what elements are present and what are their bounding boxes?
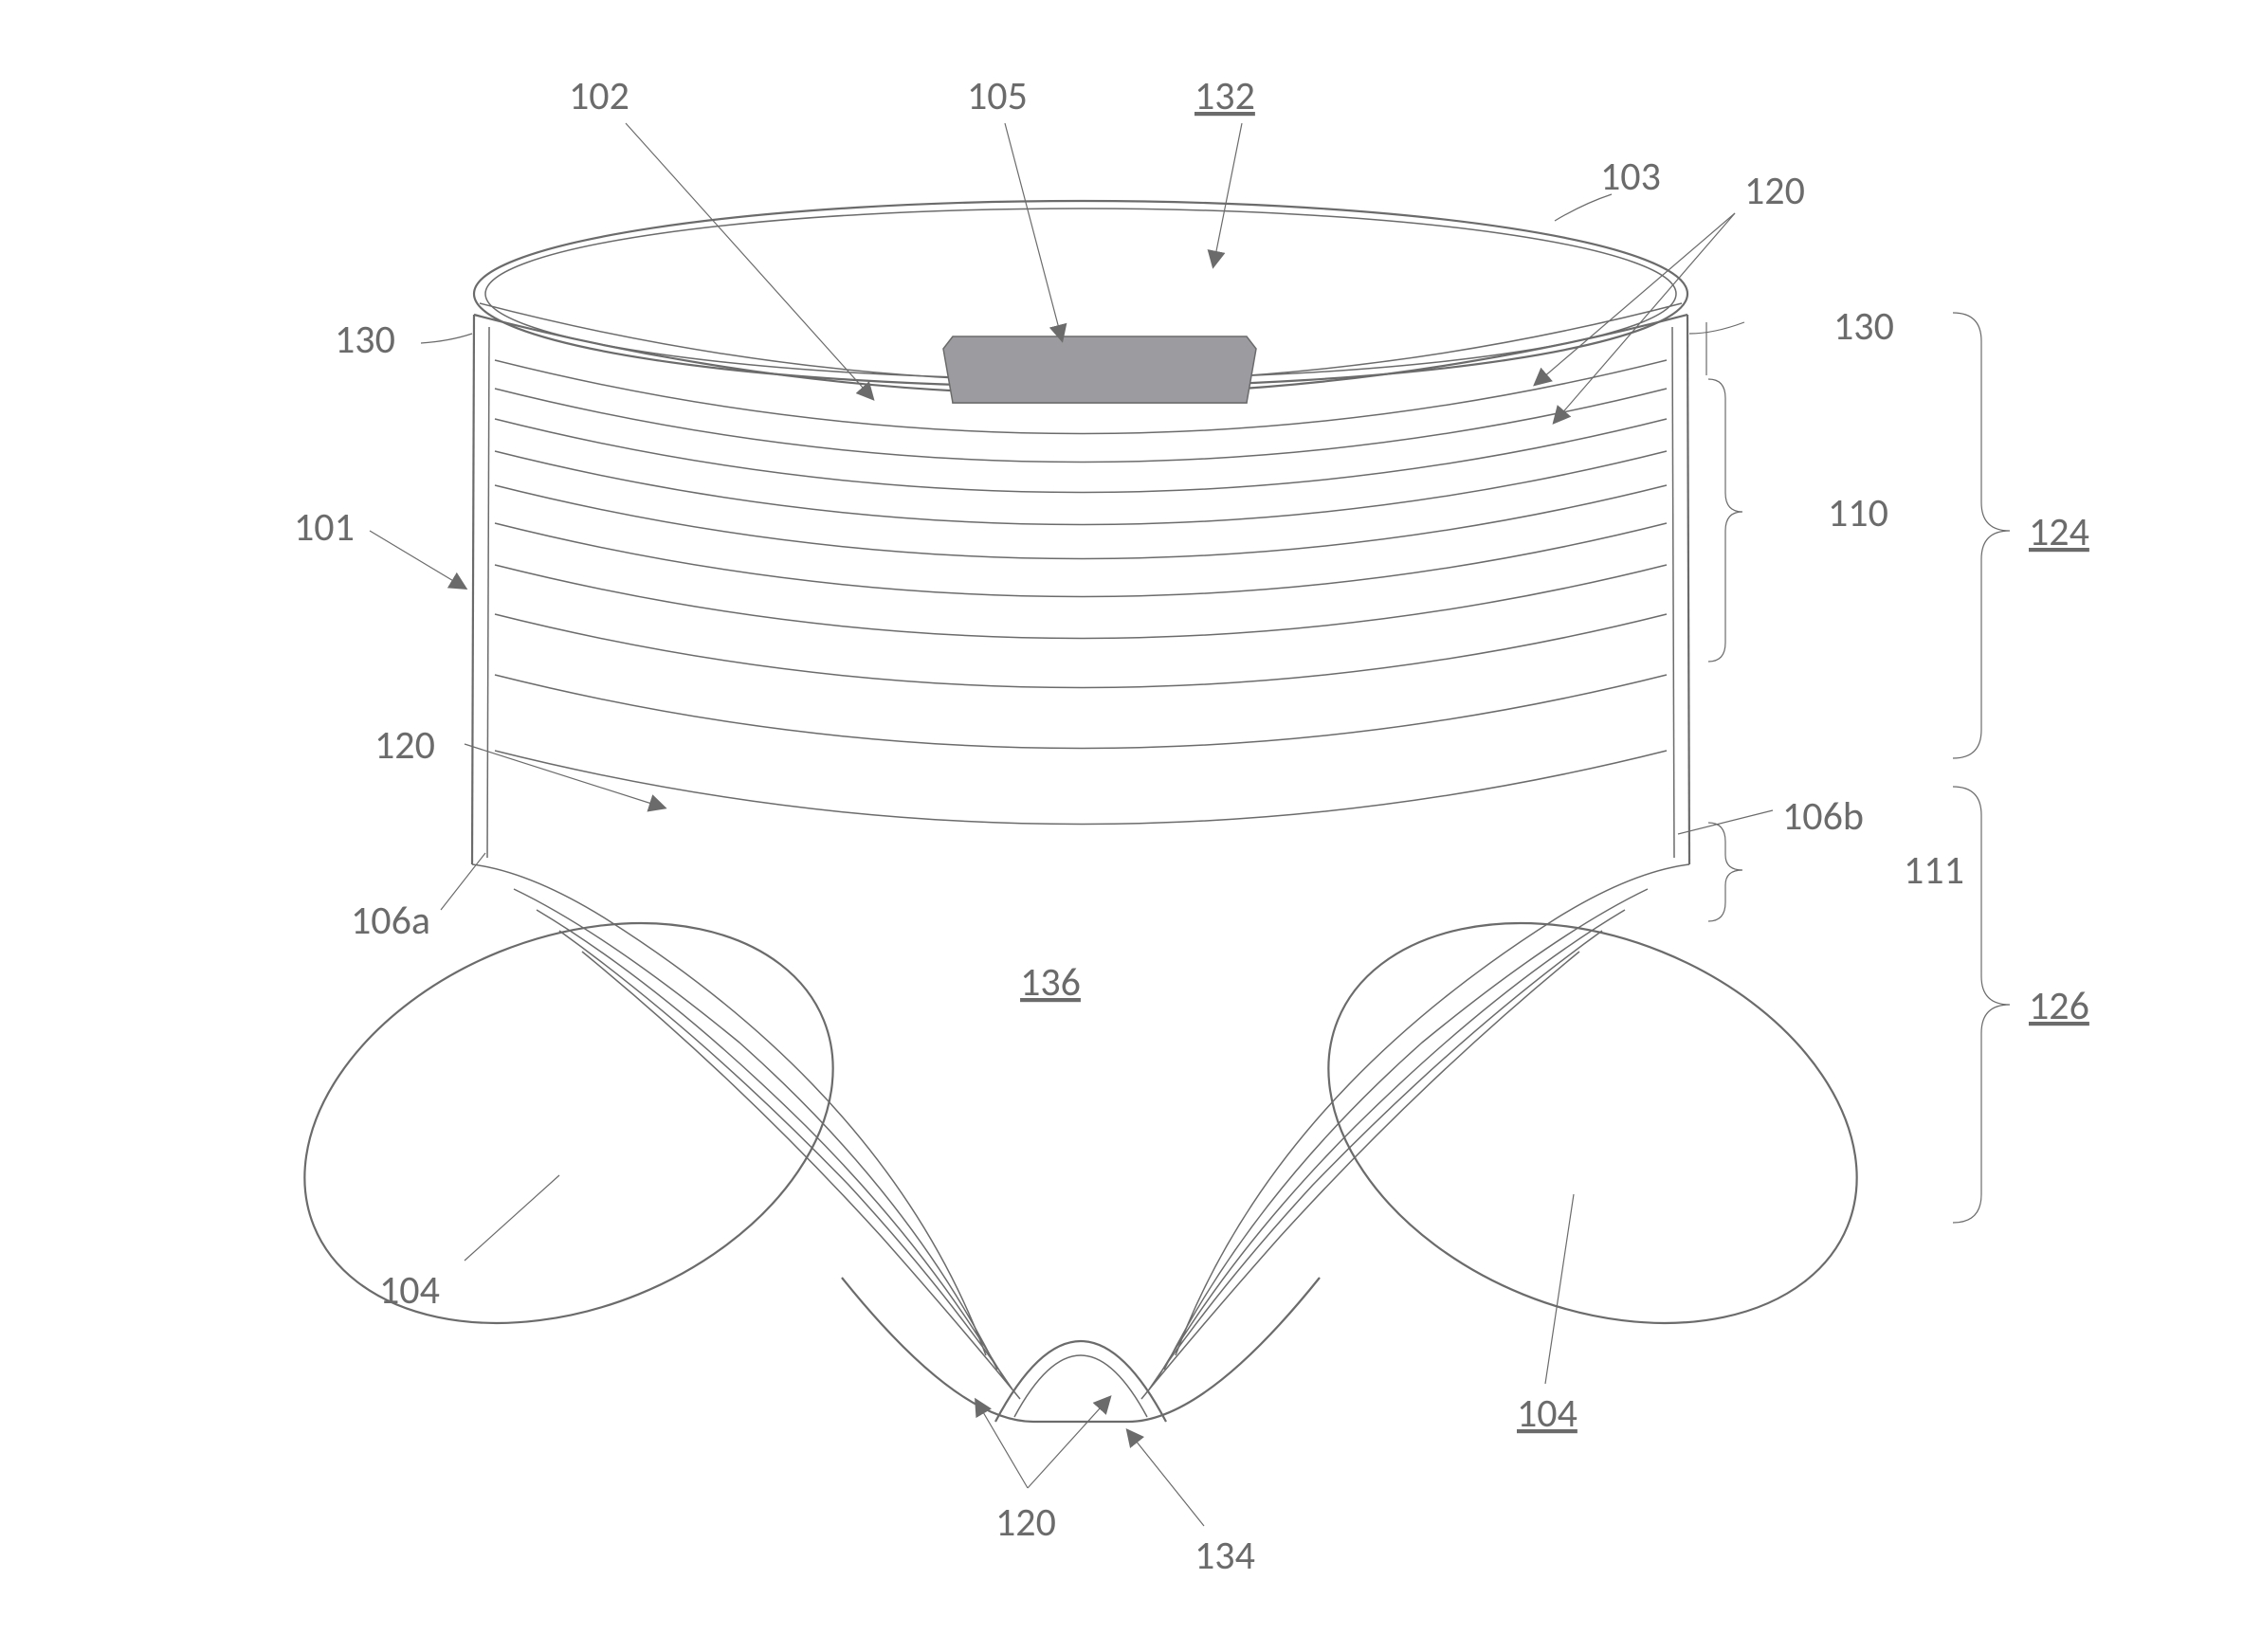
label-120-tr: 120 (1744, 167, 1805, 215)
label-106b: 106b (1782, 792, 1864, 841)
tab-105 (943, 336, 1256, 403)
label-104-r: 104 (1517, 1389, 1577, 1438)
label-106a: 106a (351, 897, 430, 945)
leg-opening-right (1141, 849, 1917, 1399)
label-102: 102 (569, 72, 629, 120)
label-134: 134 (1194, 1532, 1255, 1580)
label-130-l: 130 (335, 316, 395, 364)
label-110: 110 (1828, 489, 1888, 537)
patent-figure: 102 105 132 103 120 130 130 101 110 124 … (0, 0, 2243, 1652)
garment (245, 201, 1917, 1422)
label-104-l: 104 (379, 1266, 440, 1315)
label-130-r: 130 (1833, 302, 1894, 351)
label-120-l: 120 (374, 721, 435, 770)
brackets (1706, 313, 2010, 1223)
labels: 102 105 132 103 120 130 130 101 110 124 … (294, 72, 2089, 1580)
label-136: 136 (1020, 958, 1081, 1007)
label-126: 126 (2029, 982, 2089, 1030)
label-101: 101 (294, 503, 355, 552)
label-124: 124 (2029, 508, 2089, 556)
label-120-b: 120 (995, 1498, 1056, 1547)
label-132: 132 (1194, 72, 1255, 120)
label-105: 105 (967, 72, 1028, 120)
label-103: 103 (1600, 153, 1661, 201)
label-111: 111 (1904, 846, 1964, 895)
